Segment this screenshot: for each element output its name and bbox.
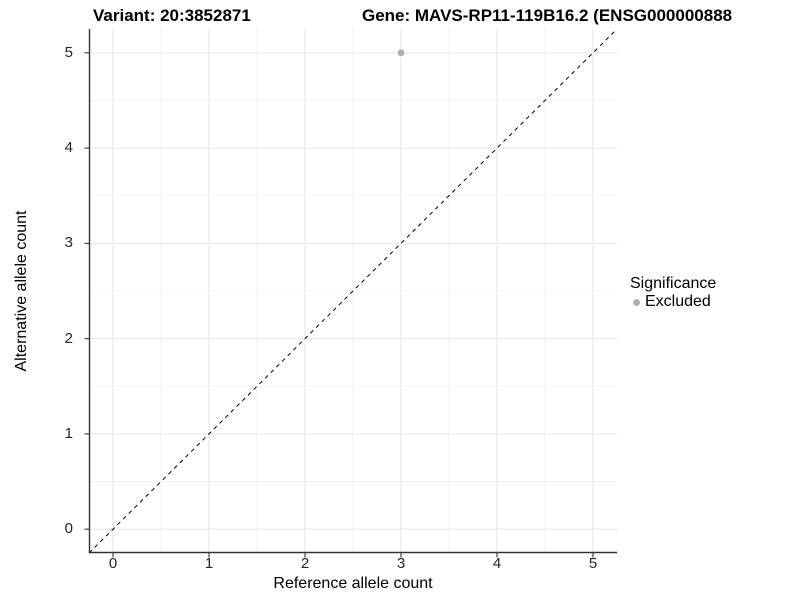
y-tick-label-1: 1 <box>64 424 73 442</box>
y-axis-title: Alternative allele count <box>13 210 30 372</box>
x-tick-label-0: 0 <box>108 555 118 572</box>
y-tick-label-4: 4 <box>64 139 73 157</box>
legend: Significance Excluded <box>630 275 716 311</box>
legend-title: Significance <box>630 275 717 292</box>
x-tick-label-2: 2 <box>300 555 310 572</box>
y-tick-label-3: 3 <box>64 234 73 252</box>
legend-item-excluded: Excluded <box>630 293 716 311</box>
legend-item-label: Excluded <box>645 293 711 310</box>
plot-panel <box>84 28 618 558</box>
x-tick-label-4: 4 <box>492 555 502 572</box>
x-axis-title: Reference allele count <box>273 575 433 592</box>
excluded-point-icon <box>633 298 640 306</box>
data-point-excluded <box>397 49 405 57</box>
y-tick-label-2: 2 <box>64 329 73 347</box>
variant-title: Variant: 20:3852871 <box>93 6 251 25</box>
x-tick-label-5: 5 <box>588 555 598 572</box>
x-tick-label-1: 1 <box>204 555 214 572</box>
gene-title: Gene: MAVS-RP11-119B16.2 (ENSG000000888 <box>362 6 733 25</box>
y-tick-label-0: 0 <box>64 520 73 538</box>
x-tick-label-3: 3 <box>396 555 406 572</box>
identity-reference-line <box>88 28 618 554</box>
y-tick-label-5: 5 <box>64 43 73 61</box>
